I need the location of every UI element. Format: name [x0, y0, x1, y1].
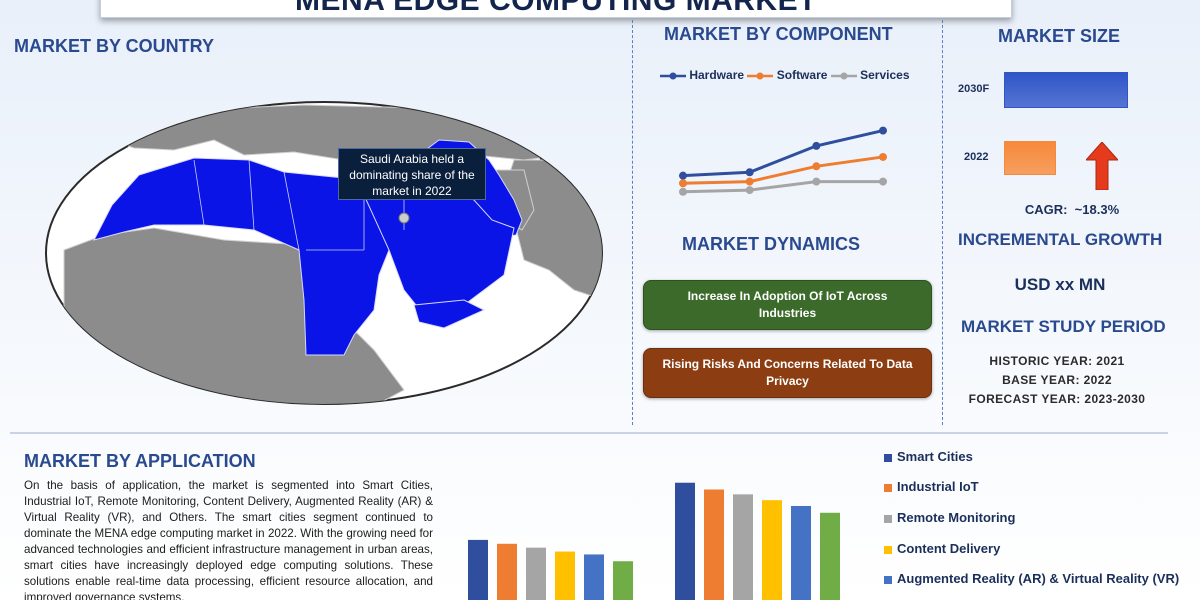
title-banner: MENA EDGE COMPUTING MARKET	[100, 0, 1012, 18]
component-point-hardware-3	[879, 126, 887, 135]
dynamics-heading: MARKET DYNAMICS	[682, 234, 860, 254]
component-point-software-1	[745, 177, 754, 186]
legend-label: Industrial IoT	[897, 479, 979, 494]
study-period-heading: MARKET STUDY PERIOD	[961, 317, 1166, 336]
saudi-callout: Saudi Arabia held a dominating share of …	[338, 148, 486, 200]
callout-line-1: Saudi Arabia held a	[359, 152, 465, 166]
application-bar-2-1	[733, 494, 753, 600]
component-point-hardware-2	[812, 141, 821, 150]
application-bar-5-1	[820, 512, 840, 600]
mena-map	[44, 100, 604, 406]
application-heading: MARKET BY APPLICATION	[24, 451, 256, 471]
incremental-heading: INCREMENTAL GROWTH	[958, 230, 1163, 249]
size-bar-2030f	[1004, 72, 1128, 108]
application-bar-1-1	[704, 489, 724, 600]
legend-swatch	[884, 514, 892, 523]
component-point-services-3	[879, 177, 887, 186]
divider-left	[632, 20, 633, 425]
legend-label: Remote Monitoring	[897, 510, 1016, 525]
component-point-services-0	[679, 187, 687, 196]
legend-label: Augmented Reality (AR) & Virtual Reality…	[897, 571, 1180, 586]
component-point-services-2	[812, 177, 821, 186]
historic-year: HISTORIC YEAR: 2021	[989, 354, 1125, 368]
application-bar-chart	[468, 482, 840, 600]
legend-label: Content Delivery	[897, 541, 1001, 556]
growth-arrow-icon	[1084, 141, 1120, 195]
legend-services-swatch	[830, 72, 857, 80]
size-bar-2022	[1004, 141, 1056, 175]
incremental-value: USD xx MN	[1014, 275, 1106, 294]
country-heading: MARKET BY COUNTRY	[14, 36, 215, 56]
page-title: MENA EDGE COMPUTING MARKET	[295, 0, 817, 17]
legend-services: Services	[860, 68, 910, 82]
component-point-hardware-0	[679, 171, 687, 180]
component-point-software-3	[879, 152, 887, 161]
callout-line-2: dominating share of the	[349, 168, 475, 182]
yemen-highlight	[413, 299, 486, 329]
application-bar-0-0	[468, 539, 488, 600]
application-bar-0-1	[675, 482, 695, 600]
map-svg	[45, 101, 603, 405]
application-bar-4-0	[584, 554, 604, 600]
application-legend-item: Augmented Reality (AR) & Virtual Reality…	[884, 571, 1179, 586]
component-line-software	[682, 155, 884, 185]
forecast-year: FORECAST YEAR: 2023-2030	[968, 392, 1146, 406]
size-heading: MARKET SIZE	[998, 26, 1121, 46]
component-point-software-2	[812, 162, 821, 171]
divider-right	[942, 20, 943, 425]
application-description: On the basis of application, the market …	[24, 479, 433, 600]
component-point-software-0	[679, 179, 687, 188]
size-label-2022: 2022	[964, 151, 989, 163]
component-line-chart	[679, 126, 887, 196]
application-bar-3-0	[555, 551, 575, 600]
application-legend-item: Content Delivery	[884, 541, 1000, 556]
application-bar-4-1	[791, 505, 811, 600]
legend-swatch	[884, 575, 892, 584]
application-legend-item: Remote Monitoring	[884, 510, 1015, 525]
component-heading: MARKET BY COMPONENT	[664, 24, 893, 44]
legend-hardware: Hardware	[689, 68, 745, 82]
base-year: BASE YEAR: 2022	[1002, 373, 1112, 387]
component-line-hardware	[682, 129, 884, 178]
cagr-text: CAGR: ~18.3%	[1024, 202, 1120, 217]
legend-label: Smart Cities	[897, 449, 973, 464]
application-bar-5-0	[613, 561, 633, 600]
application-legend-item: Smart Cities	[884, 449, 973, 464]
component-line-services	[682, 180, 883, 194]
component-legend: Hardware Software Services	[660, 68, 910, 82]
divider-horizontal	[10, 432, 1168, 434]
application-legend-item: Industrial IoT	[884, 479, 979, 494]
legend-software: Software	[776, 68, 828, 82]
driver-box: Increase In Adoption Of IoT Across Indus…	[643, 280, 932, 330]
component-point-hardware-1	[745, 168, 754, 177]
callout-line-3: market in 2022	[372, 184, 452, 198]
legend-swatch	[884, 453, 892, 462]
application-bar-1-0	[497, 543, 517, 600]
restraint-box: Rising Risks And Concerns Related To Dat…	[643, 348, 932, 398]
legend-software-swatch	[747, 72, 774, 80]
saudi-marker	[398, 212, 410, 224]
legend-swatch	[884, 483, 892, 492]
application-bar-3-1	[762, 500, 782, 600]
component-point-services-1	[745, 186, 754, 195]
application-bar-2-0	[526, 547, 546, 600]
legend-hardware-swatch	[660, 72, 686, 80]
size-label-2030f: 2030F	[958, 83, 990, 95]
legend-swatch	[884, 545, 892, 554]
